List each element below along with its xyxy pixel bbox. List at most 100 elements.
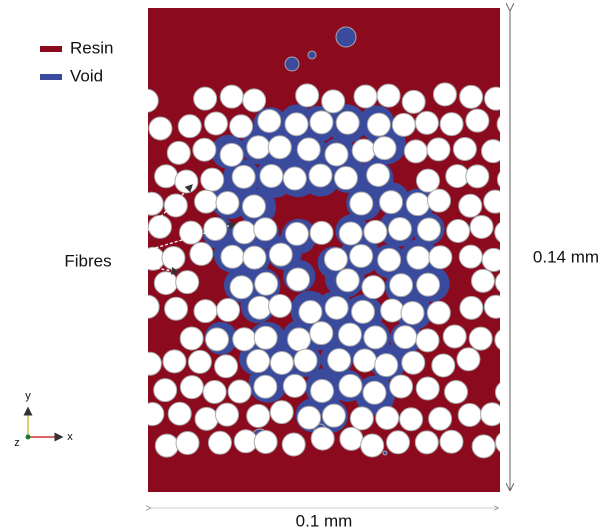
- fibre: [311, 427, 334, 450]
- fibres-label: Fibres: [64, 251, 111, 270]
- fibre: [363, 381, 386, 404]
- fibre: [228, 380, 251, 403]
- fibre: [338, 323, 361, 346]
- fibre: [194, 87, 217, 110]
- fibre: [350, 192, 373, 215]
- fibre: [376, 406, 399, 429]
- fibre: [247, 350, 270, 373]
- fibre: [377, 84, 400, 107]
- fibre: [167, 141, 190, 164]
- fibre: [482, 140, 505, 163]
- legend-swatch: [40, 46, 62, 52]
- fibre: [204, 218, 227, 241]
- fibre: [260, 165, 283, 188]
- fibre: [297, 138, 320, 161]
- fibre: [361, 434, 384, 457]
- fibre: [242, 195, 265, 218]
- fibre: [460, 296, 483, 319]
- fibre: [142, 247, 165, 270]
- fibre: [433, 83, 456, 106]
- fibre: [496, 431, 519, 454]
- fibre: [328, 349, 351, 372]
- fibre: [460, 85, 483, 108]
- fibre: [482, 248, 505, 271]
- fibre: [163, 350, 186, 373]
- fibre: [427, 138, 450, 161]
- fibre: [232, 165, 255, 188]
- fibre: [285, 113, 308, 136]
- fibre: [401, 301, 424, 324]
- fibre: [380, 191, 403, 214]
- fibre: [322, 90, 345, 113]
- void-region: [383, 451, 387, 455]
- fibre: [470, 215, 493, 238]
- axis-z-label: z: [14, 437, 20, 449]
- fibre: [180, 376, 203, 399]
- fibre: [154, 379, 177, 402]
- fibre: [352, 139, 375, 162]
- fibre: [429, 246, 452, 269]
- height-label: 0.14 mm: [533, 247, 599, 266]
- fibre: [497, 113, 520, 136]
- fibre: [367, 113, 390, 136]
- fibre: [247, 404, 270, 427]
- fibre: [233, 221, 256, 244]
- fibre: [416, 169, 439, 192]
- fibre: [471, 269, 494, 292]
- fibre: [432, 354, 455, 377]
- fibre: [254, 326, 277, 349]
- fibre: [428, 189, 451, 212]
- fibre: [324, 248, 347, 271]
- fibre: [495, 381, 518, 404]
- fibre: [402, 351, 425, 374]
- fibre: [311, 379, 334, 402]
- fibre: [469, 327, 492, 350]
- fibre: [390, 375, 413, 398]
- fibre: [221, 245, 244, 268]
- fibre: [325, 143, 348, 166]
- fibre: [481, 403, 504, 426]
- fibre: [188, 350, 211, 373]
- fibre: [215, 355, 238, 378]
- fibre: [417, 273, 440, 296]
- fibre: [472, 435, 495, 458]
- fibre: [497, 168, 520, 191]
- fibre: [258, 109, 281, 132]
- fibre: [322, 404, 345, 427]
- fibre: [180, 327, 203, 350]
- fibre: [268, 136, 291, 159]
- fibre: [459, 194, 482, 217]
- fibre: [445, 381, 468, 404]
- fibre: [381, 299, 404, 322]
- fibre: [407, 246, 430, 269]
- fibre: [440, 113, 463, 136]
- fibre: [390, 274, 413, 297]
- axis-x-label: x: [67, 431, 73, 443]
- fibre: [285, 222, 308, 245]
- fibre: [310, 111, 333, 134]
- fibre: [136, 295, 159, 318]
- axis-y-label: y: [25, 390, 31, 402]
- fibre: [440, 430, 463, 453]
- fibre: [400, 408, 423, 431]
- fibre: [216, 192, 239, 215]
- fibre: [287, 268, 310, 291]
- void-region: [308, 51, 316, 59]
- fibre: [446, 165, 469, 188]
- fibre: [220, 85, 243, 108]
- fibre: [415, 431, 438, 454]
- fibre: [154, 272, 177, 295]
- fibre: [175, 170, 198, 193]
- fibre: [427, 301, 450, 324]
- fibre: [255, 272, 278, 295]
- fibre: [495, 221, 518, 244]
- fibre: [415, 111, 438, 134]
- fibre: [148, 215, 171, 238]
- fibre: [230, 276, 253, 299]
- fibre: [484, 190, 507, 213]
- fibre: [340, 427, 363, 450]
- fibre: [135, 89, 158, 112]
- fibre: [233, 328, 256, 351]
- fibre: [230, 115, 253, 138]
- fibre: [270, 351, 293, 374]
